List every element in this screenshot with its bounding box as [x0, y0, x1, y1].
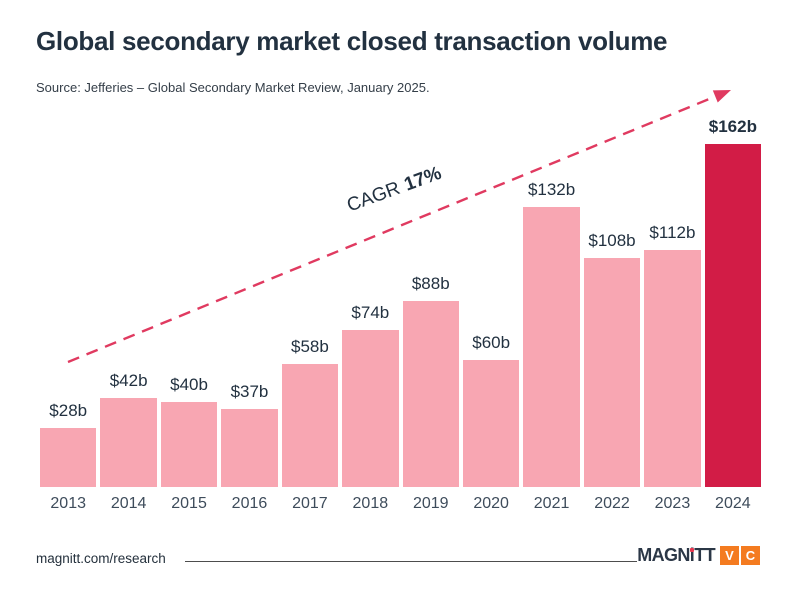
x-tick-label: 2016 [231, 495, 268, 512]
source-caption: Source: Jefferies – Global Secondary Mar… [36, 80, 430, 95]
bar-value-label: $162b [708, 117, 757, 136]
logo-text-pre: MAGN [637, 545, 690, 565]
bar [523, 207, 580, 487]
bar [221, 409, 278, 487]
bar-column: $40b [160, 112, 218, 487]
x-tick-label: 2017 [292, 495, 328, 512]
bar-column: $74b [342, 112, 399, 487]
x-tick-label: 2019 [412, 495, 449, 512]
bar-value-label: $108b [588, 231, 636, 250]
bars-area: $28b $42b $40b $37b $58b $74b $88b $60b $132b $10… [40, 112, 762, 487]
footer-divider [185, 561, 637, 562]
bar [402, 301, 459, 487]
x-tick-label: 2015 [171, 495, 207, 512]
bar-column: $28b [40, 112, 97, 487]
bar-value-label: $28b [49, 401, 88, 420]
bar-column: $88b [402, 112, 459, 487]
bar [342, 330, 399, 487]
bar-value-label: $40b [170, 375, 208, 394]
bar-column: $60b [462, 112, 520, 487]
bar [160, 402, 218, 487]
bar [40, 428, 97, 487]
bar-value-label: $37b [230, 382, 269, 401]
bar-column: $37b [221, 112, 278, 487]
logo-text-post: TT [694, 545, 715, 565]
x-tick-label: 2024 [715, 495, 751, 512]
x-tick-label: 2020 [473, 495, 509, 512]
x-tick-label: 2014 [110, 495, 147, 512]
bar-value-label: $88b [411, 274, 450, 293]
bar [100, 398, 157, 487]
bar-value-label: $42b [109, 371, 148, 390]
x-tick-label: 2023 [654, 495, 691, 512]
bar-value-label: $112b [649, 223, 696, 242]
x-tick-label: 2013 [50, 495, 86, 512]
bar-chart: $28b $42b $40b $37b $58b $74b $88b $60b $132b $10… [40, 112, 762, 515]
bar-column: $112b [644, 112, 701, 487]
bar-column: $132b [523, 112, 580, 487]
vc-badge-v: V [720, 546, 739, 565]
page-title: Global secondary market closed transacti… [36, 26, 668, 56]
magnitt-wordmark: MAGN i TT [637, 545, 715, 566]
x-axis-labels: 2013 2014 2015 2016 2017 2018 2019 2020 2021 2022… [40, 491, 761, 515]
bar-value-label: $132b [527, 180, 576, 199]
bar-value-label: $58b [290, 337, 329, 356]
bar [704, 144, 762, 487]
x-tick-label: 2022 [594, 495, 630, 512]
bar-value-label: $60b [472, 333, 511, 352]
x-tick-label: 2018 [352, 495, 389, 512]
vc-badge: V C [720, 546, 760, 565]
x-tick-label: 2021 [533, 495, 570, 512]
magnitt-logo: MAGN i TT V C [637, 545, 760, 566]
bar [583, 258, 641, 487]
bar [462, 360, 520, 487]
bar-column: $42b [100, 112, 157, 487]
bar [644, 250, 701, 487]
bar-column: $58b [281, 112, 339, 487]
bar [281, 364, 339, 487]
logo-letter-i: i [689, 545, 695, 565]
vc-badge-c: C [741, 546, 760, 565]
bar-value-label: $74b [351, 303, 390, 322]
bar-column: $162b [704, 112, 762, 487]
bar-column: $108b [583, 112, 641, 487]
research-url-link[interactable]: magnitt.com/research [36, 551, 166, 566]
